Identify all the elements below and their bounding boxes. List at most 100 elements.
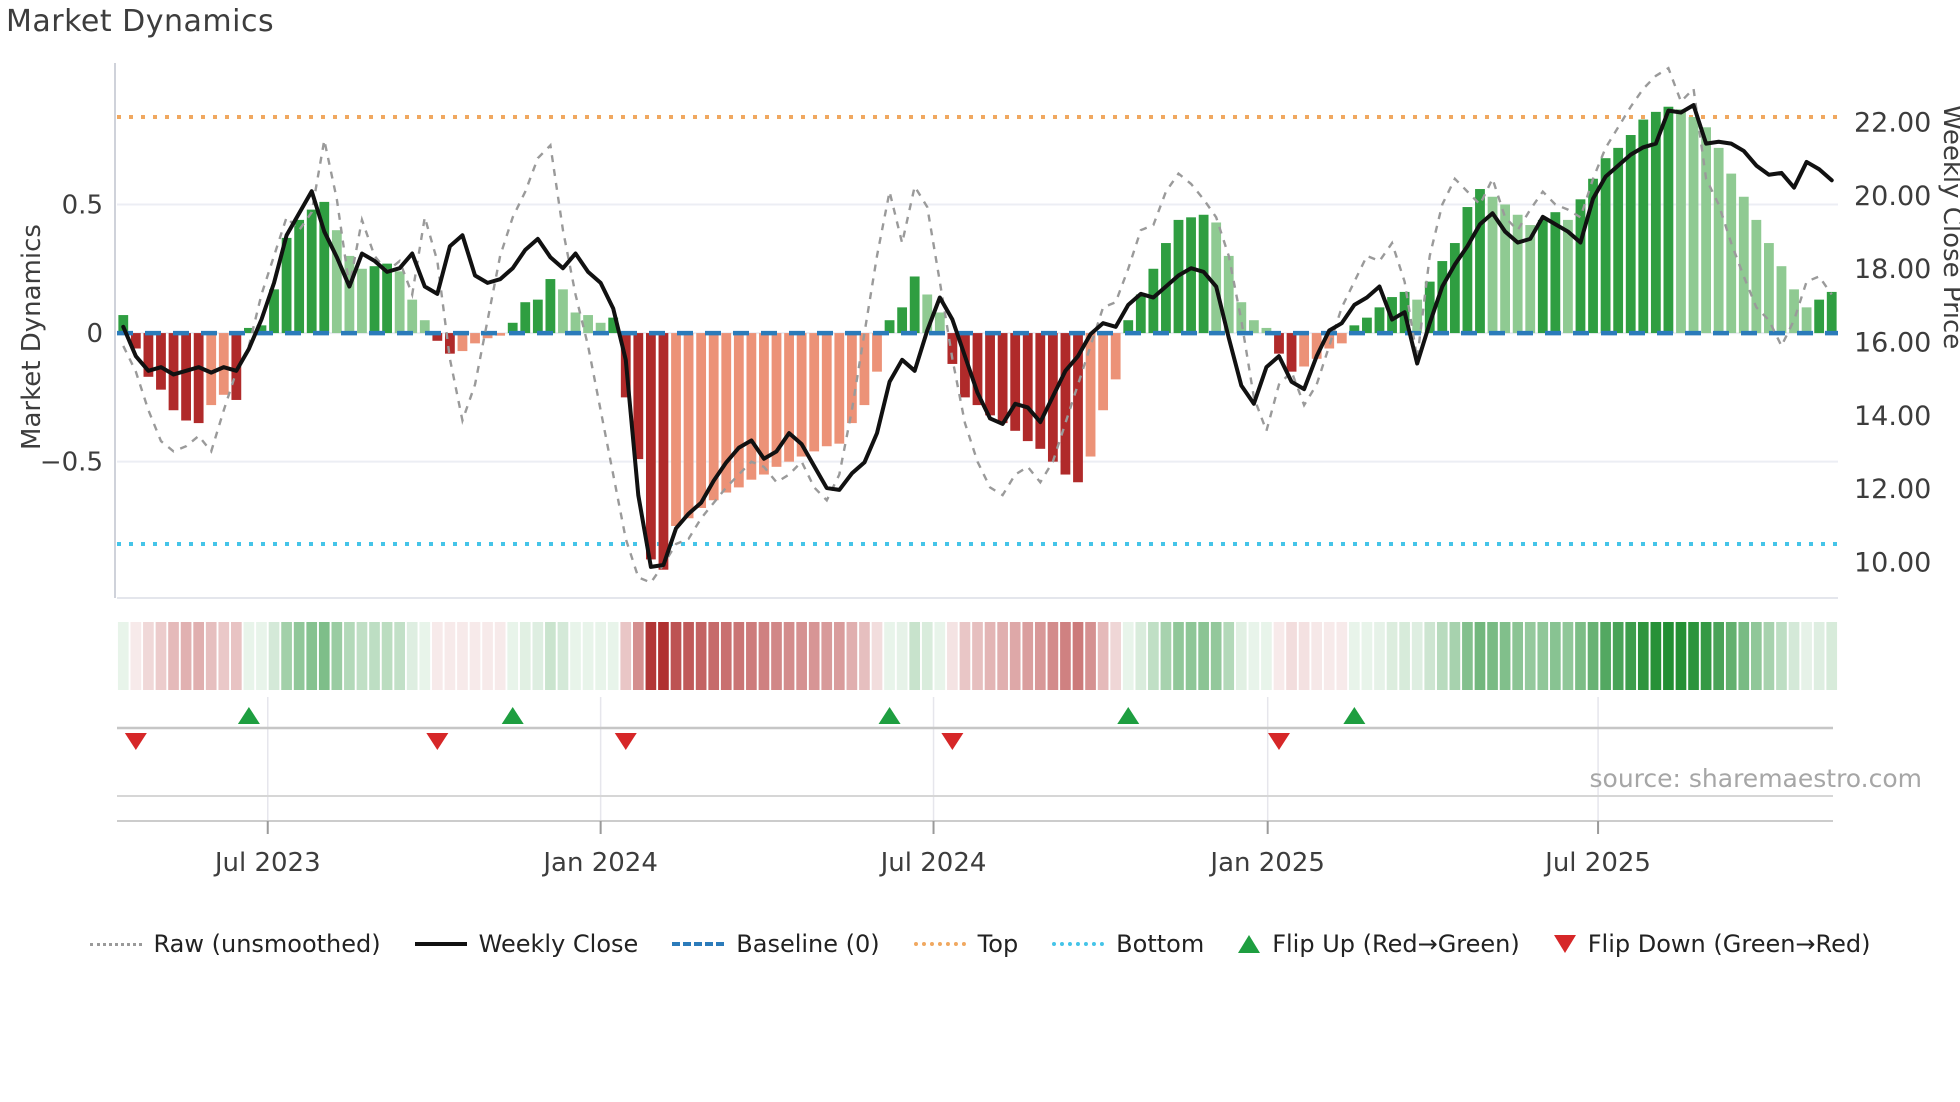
heatmap-cell <box>1210 622 1222 690</box>
oscillator-bar <box>821 333 832 447</box>
heatmap-cell <box>1399 622 1410 690</box>
oscillator-bar <box>193 333 204 424</box>
heatmap-cell <box>1575 622 1586 690</box>
heatmap-cell <box>243 622 255 690</box>
right-axis-tick: 22.00 <box>1854 108 1931 139</box>
oscillator-bar <box>357 268 367 334</box>
oscillator-bar <box>1525 225 1536 334</box>
triangle-down-icon <box>1553 935 1576 953</box>
oscillator-bar <box>1362 317 1372 334</box>
legend-label: Top <box>977 930 1019 958</box>
oscillator-bar <box>532 299 543 334</box>
oscillator-bar <box>834 333 845 444</box>
heatmap-cell <box>1336 622 1348 690</box>
heatmap-cell <box>1361 622 1373 690</box>
oscillator-bar <box>1286 333 1297 372</box>
heatmap-cell <box>921 622 933 690</box>
legend-item: Bottom <box>1052 930 1204 958</box>
heatmap-cell <box>1713 622 1724 690</box>
heatmap-cell <box>746 622 757 690</box>
oscillator-bar <box>1663 106 1674 334</box>
heatmap-cell <box>318 622 330 690</box>
oscillator-bar <box>1110 333 1121 380</box>
legend-label: Flip Up (Red→Green) <box>1272 930 1520 958</box>
heatmap-cell <box>997 622 1008 690</box>
oscillator-bar <box>382 263 392 334</box>
heatmap-cell <box>808 622 820 690</box>
oscillator-bar <box>1424 281 1435 334</box>
triangle-up-icon <box>1238 935 1261 953</box>
heatmap-cell <box>1286 622 1297 690</box>
oscillator-bar <box>897 307 908 334</box>
heatmap-cell <box>1160 622 1172 690</box>
oscillator-bar <box>394 271 405 334</box>
oscillator-bar <box>256 325 267 334</box>
heatmap-cell <box>1763 622 1775 690</box>
heatmap-cell <box>1499 622 1511 690</box>
heatmap-cell <box>344 622 355 690</box>
oscillator-bar <box>1676 109 1686 334</box>
oscillator-bar <box>784 333 794 462</box>
x-axis-tick-label: Jan 2024 <box>541 848 658 878</box>
oscillator-bar <box>457 333 468 352</box>
flip-down-marker <box>941 733 964 750</box>
heatmap-cell <box>645 622 657 690</box>
heatmap-cell <box>984 622 996 690</box>
oscillator-bar <box>206 333 217 406</box>
left-axis-tick: 0.5 <box>62 190 103 220</box>
oscillator-bar <box>1299 333 1310 367</box>
heatmap-cell <box>658 622 669 690</box>
heatmap-cell <box>406 622 418 690</box>
legend-label: Bottom <box>1116 930 1205 958</box>
oscillator-bar <box>1625 135 1636 334</box>
oscillator-bar <box>319 201 330 334</box>
flip-up-marker <box>501 707 524 724</box>
oscillator-bar <box>570 312 581 334</box>
heatmap-cell <box>1725 622 1737 690</box>
oscillator-bar <box>796 333 807 457</box>
flip-up-marker <box>1343 707 1366 724</box>
heatmap-cell <box>884 622 895 690</box>
heatmap-cell <box>1462 622 1473 690</box>
oscillator-bar <box>1789 289 1799 334</box>
heatmap-cell <box>168 622 179 690</box>
oscillator-bar <box>1135 294 1146 334</box>
heatmap-cell <box>1675 622 1687 690</box>
heatmap-cell <box>143 622 154 690</box>
oscillator-bar <box>181 333 191 421</box>
oscillator-bar <box>759 333 769 475</box>
oscillator-bar <box>658 333 669 570</box>
oscillator-bar <box>1437 261 1448 334</box>
heatmap-cell <box>1813 622 1825 690</box>
x-axis-tick-label: Jul 2025 <box>1543 848 1651 878</box>
oscillator-bar <box>1248 320 1259 334</box>
heatmap-cell <box>1060 622 1071 690</box>
x-axis-tick-label: Jul 2024 <box>879 848 987 878</box>
oscillator-bar <box>1085 333 1096 457</box>
heatmap-cell <box>607 622 619 690</box>
heatmap-cell <box>1261 622 1272 690</box>
oscillator-bar <box>1826 291 1837 334</box>
oscillator-bar <box>1475 189 1485 334</box>
heatmap-cell <box>155 622 167 690</box>
oscillator-bar <box>344 255 355 334</box>
oscillator-bar <box>1814 299 1825 334</box>
oscillator-bar <box>432 333 443 341</box>
oscillator-bar <box>1688 117 1699 334</box>
heatmap-cell <box>947 622 958 690</box>
heatmap-cell <box>595 622 606 690</box>
oscillator-bar <box>231 333 242 400</box>
heatmap-cell <box>1122 622 1134 690</box>
heatmap-cell <box>695 622 707 690</box>
heatmap-cell <box>1148 622 1159 690</box>
heatmap-cell <box>1374 622 1385 690</box>
oscillator-bar <box>708 333 719 501</box>
heatmap-cell <box>482 622 493 690</box>
oscillator-bar <box>595 322 606 334</box>
legend-label: Baseline (0) <box>736 930 880 958</box>
oscillator-bar <box>306 209 317 334</box>
oscillator-bar <box>470 333 480 344</box>
right-axis-tick: 14.00 <box>1854 401 1931 432</box>
